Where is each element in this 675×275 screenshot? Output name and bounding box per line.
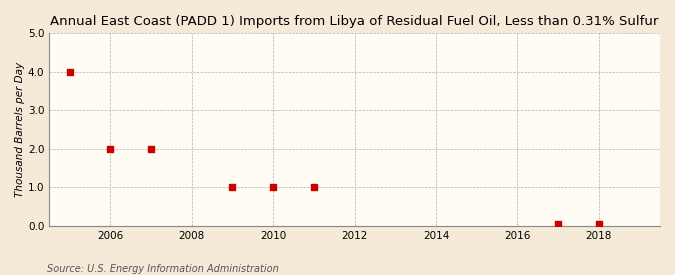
Text: Source: U.S. Energy Information Administration: Source: U.S. Energy Information Administ… xyxy=(47,264,279,274)
Point xyxy=(227,185,238,189)
Point xyxy=(308,185,319,189)
Point xyxy=(553,222,564,226)
Point xyxy=(268,185,279,189)
Y-axis label: Thousand Barrels per Day: Thousand Barrels per Day xyxy=(15,62,25,197)
Point xyxy=(146,147,157,151)
Point xyxy=(593,222,604,226)
Point xyxy=(105,147,115,151)
Point xyxy=(64,70,75,74)
Title: Annual East Coast (PADD 1) Imports from Libya of Residual Fuel Oil, Less than 0.: Annual East Coast (PADD 1) Imports from … xyxy=(51,15,659,28)
